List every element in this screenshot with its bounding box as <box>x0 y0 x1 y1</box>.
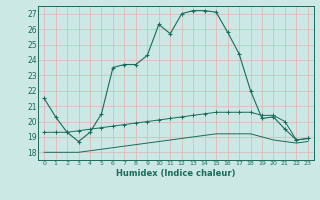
X-axis label: Humidex (Indice chaleur): Humidex (Indice chaleur) <box>116 169 236 178</box>
